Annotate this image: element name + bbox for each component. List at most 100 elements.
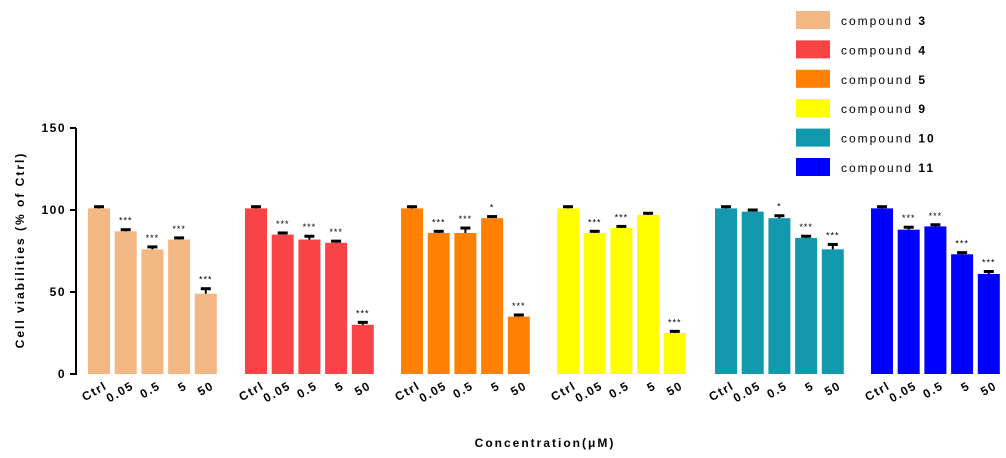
bar — [454, 232, 477, 374]
bar-group-compound-11: Ctrl *** 0.05 *** 0.5 *** 5 *** 50 — [862, 205, 1000, 405]
legend-label-number: 5 — [918, 73, 927, 87]
y-tick-label: 50 — [50, 285, 66, 299]
significance-label: *** — [199, 275, 213, 285]
bar — [897, 229, 920, 374]
bar — [427, 232, 450, 374]
x-tick-label: 5 — [645, 378, 659, 394]
bar-group-compound-9: Ctrl *** 0.05 *** 0.5 5 *** 50 — [548, 205, 686, 405]
significance-label: *** — [982, 258, 996, 268]
legend-label: compound 10 — [841, 132, 936, 146]
bar-groups: Ctrl***0.05***0.5***5***50 Ctrl***0.05***… — [79, 202, 1000, 405]
legend-label-prefix: compound — [841, 14, 918, 28]
bar — [88, 208, 110, 374]
legend-label-number: 9 — [918, 102, 927, 116]
legend-swatch — [796, 128, 830, 147]
bar — [401, 208, 423, 374]
bar — [271, 234, 294, 374]
bar — [663, 333, 686, 374]
legend-label-prefix: compound — [841, 43, 918, 57]
x-tick-label: Ctrl — [862, 378, 892, 403]
legend-label-prefix: compound — [841, 102, 918, 116]
x-tick-label: 0.5 — [607, 378, 632, 401]
x-tick-label: 5 — [333, 378, 347, 394]
significance-label: *** — [826, 230, 840, 240]
x-tick-label: 50 — [352, 378, 373, 398]
bar — [481, 218, 504, 374]
legend-label-number: 3 — [918, 14, 927, 28]
significance-label: *** — [668, 317, 682, 327]
legend-item-compound-10: compound 10 — [796, 128, 936, 147]
bar — [507, 316, 530, 374]
legend-label-prefix: compound — [841, 73, 918, 87]
x-tick-label: 0.05 — [573, 378, 605, 405]
x-tick-label: Ctrl — [392, 378, 422, 403]
bar — [194, 293, 217, 374]
x-tick-label: 0.05 — [261, 378, 293, 405]
bar — [141, 249, 164, 374]
bar-group-compound-4: Ctrl *** 0.05 *** 0.5 *** 5 *** 50 — [236, 205, 374, 405]
bar — [610, 228, 633, 374]
legend-label-prefix: compound — [841, 132, 918, 146]
significance-label: *** — [172, 224, 186, 234]
bar — [741, 211, 764, 374]
significance-label: *** — [902, 213, 916, 223]
legend-swatch — [796, 158, 830, 176]
significance-label: *** — [432, 217, 446, 227]
bar — [768, 218, 791, 374]
x-tick-label: Ctrl — [706, 378, 736, 403]
legend-label: compound 9 — [841, 102, 927, 116]
bar — [325, 242, 348, 374]
bar — [557, 208, 579, 374]
legend-label-number: 10 — [918, 132, 935, 146]
x-tick-label: 0.5 — [765, 378, 790, 401]
legend-item-compound-9: compound 9 — [796, 99, 927, 118]
legend-label: compound 5 — [841, 73, 927, 87]
x-tick-label: 0.5 — [921, 378, 946, 401]
x-tick-label: 0.05 — [417, 378, 449, 405]
bar — [871, 208, 893, 374]
x-tick-label: 0.05 — [731, 378, 763, 405]
x-tick-label: 50 — [822, 378, 843, 398]
bar — [637, 214, 660, 374]
x-tick-label: 50 — [195, 378, 216, 398]
x-axis-title: Concentration(μM) — [475, 436, 616, 450]
significance-label: *** — [459, 214, 473, 224]
x-tick-label: 5 — [489, 378, 503, 394]
bar — [924, 226, 947, 374]
significance-label: *** — [955, 239, 969, 249]
bar — [583, 232, 606, 374]
significance-label: *** — [329, 227, 343, 237]
y-axis: 0 50 100 150 — [41, 121, 77, 381]
x-tick-label: 0.5 — [451, 378, 476, 401]
y-tick-label: 0 — [58, 367, 66, 381]
legend-label-prefix: compound — [841, 161, 918, 175]
legend-label: compound 11 — [841, 161, 935, 175]
bar — [821, 249, 844, 374]
x-tick-label: 5 — [959, 378, 973, 394]
bar — [951, 254, 974, 374]
y-tick-label: 100 — [41, 203, 66, 217]
y-tick-label: 150 — [41, 121, 66, 135]
legend-label: compound 3 — [841, 14, 927, 28]
significance-label: *** — [303, 222, 317, 232]
x-tick-label: 5 — [176, 378, 190, 394]
x-tick-label: 0.05 — [104, 378, 136, 405]
significance-label: *** — [799, 222, 813, 232]
bar — [168, 239, 191, 374]
bar — [351, 324, 374, 374]
legend-item-compound-4: compound 4 — [796, 40, 925, 59]
bar — [114, 231, 137, 374]
x-tick-label: Ctrl — [236, 378, 266, 403]
bar — [245, 208, 267, 374]
legend-label-number: 11 — [918, 161, 935, 175]
x-tick-label: 0.5 — [138, 378, 163, 401]
significance-label: *** — [276, 219, 290, 229]
significance-label: *** — [588, 217, 602, 227]
x-tick-label: Ctrl — [79, 378, 109, 403]
significance-label: * — [777, 202, 782, 212]
x-tick-label: 5 — [803, 378, 817, 394]
bar — [298, 239, 321, 374]
